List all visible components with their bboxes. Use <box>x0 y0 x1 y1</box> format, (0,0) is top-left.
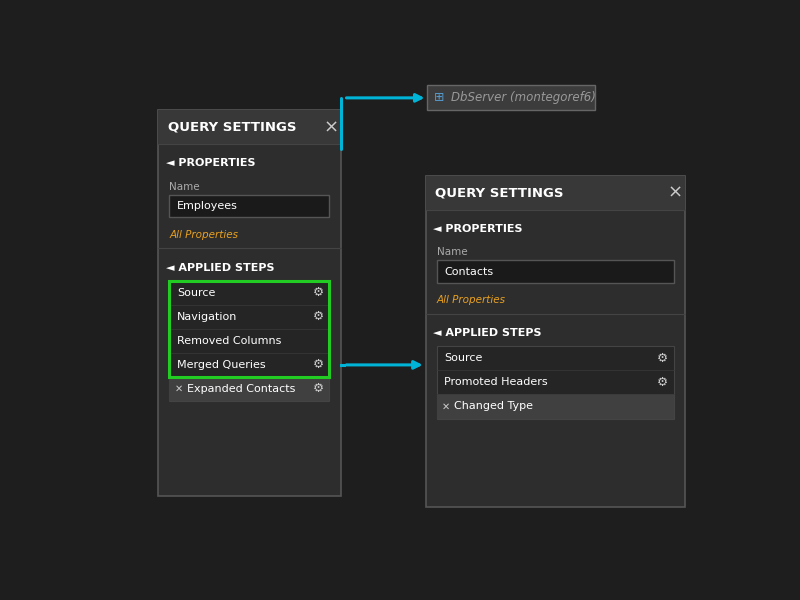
FancyBboxPatch shape <box>427 85 594 110</box>
Text: Source: Source <box>444 353 482 364</box>
Text: All Properties: All Properties <box>170 230 238 239</box>
Text: Promoted Headers: Promoted Headers <box>444 377 548 388</box>
FancyBboxPatch shape <box>170 377 330 401</box>
Text: Navigation: Navigation <box>177 312 238 322</box>
Text: ✕: ✕ <box>442 401 450 412</box>
Text: ×: × <box>323 118 338 136</box>
Text: Removed Columns: Removed Columns <box>177 336 282 346</box>
Text: Name: Name <box>170 182 200 191</box>
FancyBboxPatch shape <box>437 260 674 283</box>
Text: ⚙: ⚙ <box>313 286 325 299</box>
FancyBboxPatch shape <box>170 281 330 401</box>
Text: QUERY SETTINGS: QUERY SETTINGS <box>435 187 564 199</box>
Text: ⊞: ⊞ <box>434 91 445 104</box>
FancyBboxPatch shape <box>437 394 674 419</box>
Text: ◄ PROPERTIES: ◄ PROPERTIES <box>433 224 522 234</box>
Text: Source: Source <box>177 288 215 298</box>
Text: ◄ APPLIED STEPS: ◄ APPLIED STEPS <box>433 328 542 338</box>
Text: ⚙: ⚙ <box>313 358 325 371</box>
FancyBboxPatch shape <box>426 176 685 507</box>
FancyBboxPatch shape <box>158 110 341 496</box>
Text: Employees: Employees <box>177 201 238 211</box>
Text: Name: Name <box>437 247 467 257</box>
FancyBboxPatch shape <box>158 110 341 144</box>
Text: ✕: ✕ <box>174 384 182 394</box>
Text: ◄ PROPERTIES: ◄ PROPERTIES <box>166 158 255 169</box>
FancyBboxPatch shape <box>437 346 674 419</box>
Text: ×: × <box>667 184 682 202</box>
Text: Changed Type: Changed Type <box>454 401 533 412</box>
Text: QUERY SETTINGS: QUERY SETTINGS <box>168 121 297 134</box>
Text: Merged Queries: Merged Queries <box>177 360 266 370</box>
Text: Contacts: Contacts <box>444 266 494 277</box>
Text: DbServer (montegoref6): DbServer (montegoref6) <box>451 91 596 104</box>
Text: ⚙: ⚙ <box>658 352 669 365</box>
FancyBboxPatch shape <box>170 195 330 217</box>
Text: All Properties: All Properties <box>437 295 506 305</box>
FancyBboxPatch shape <box>426 176 685 209</box>
Text: ◄ APPLIED STEPS: ◄ APPLIED STEPS <box>166 263 274 273</box>
Text: Expanded Contacts: Expanded Contacts <box>187 384 295 394</box>
Text: ⚙: ⚙ <box>313 310 325 323</box>
Text: ⚙: ⚙ <box>658 376 669 389</box>
Text: ⚙: ⚙ <box>313 382 325 395</box>
